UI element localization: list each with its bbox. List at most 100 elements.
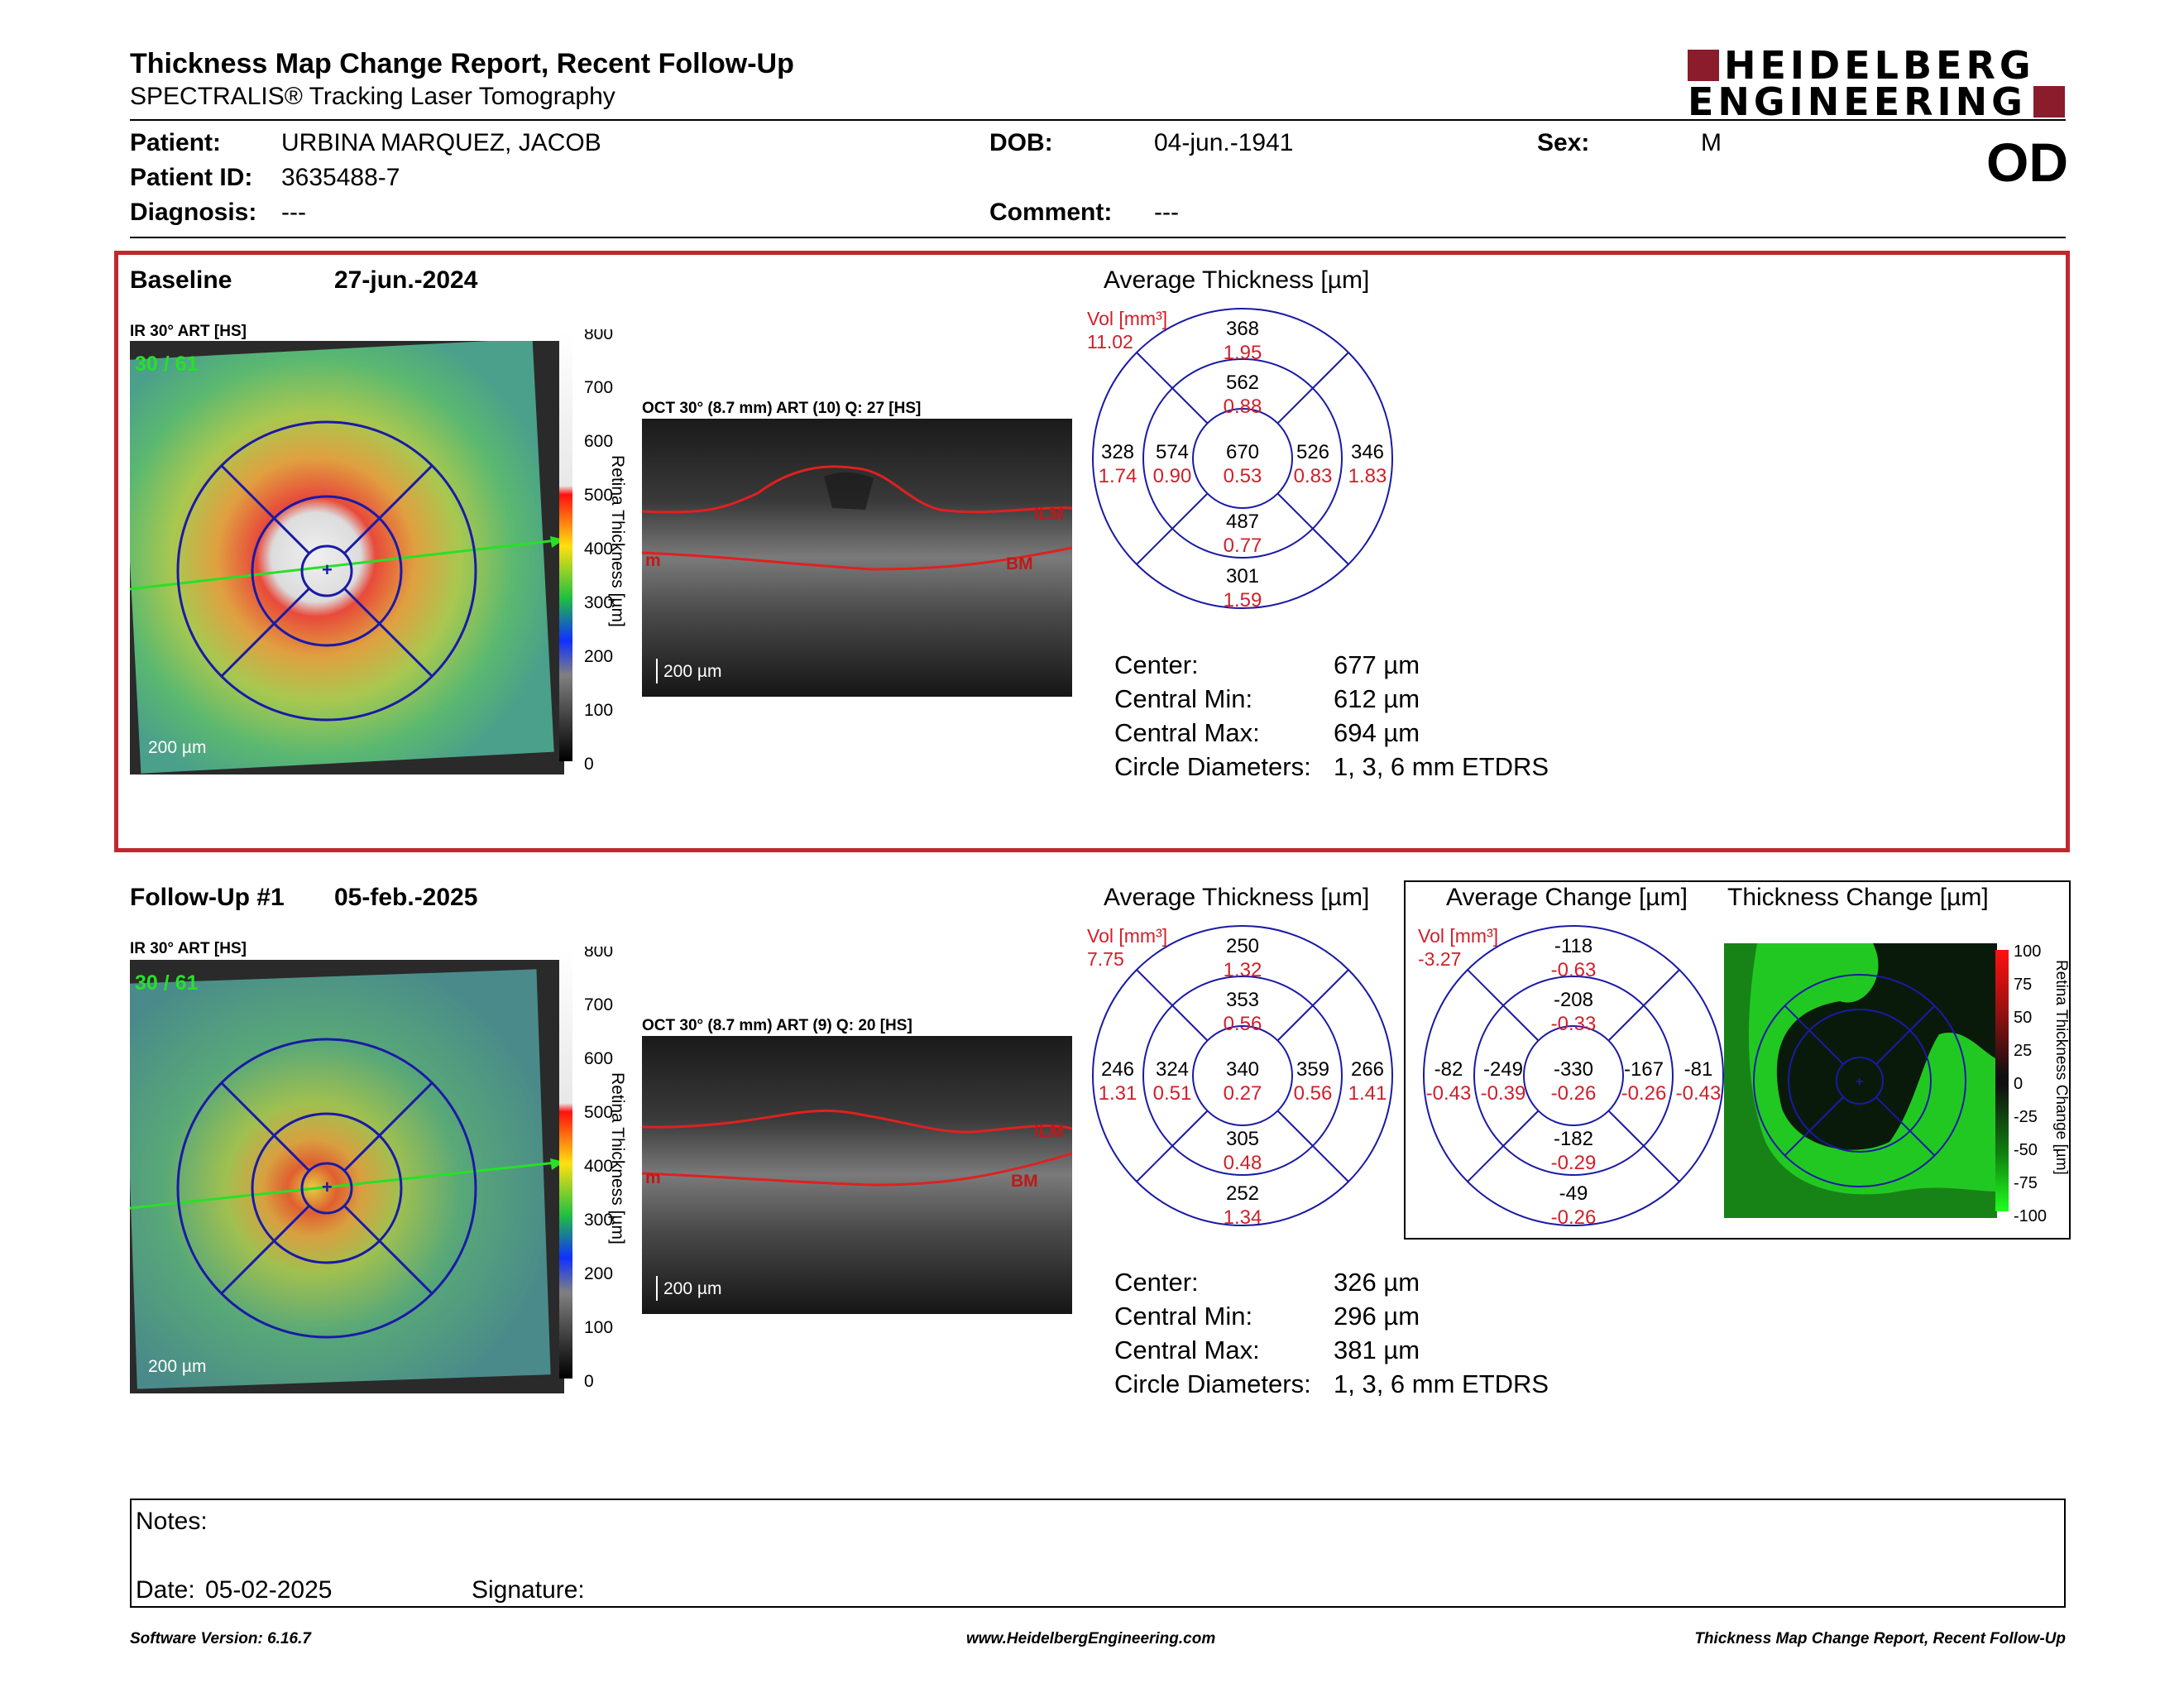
footer-website[interactable]: www.HeidelbergEngineering.com xyxy=(966,1630,1216,1647)
followup-ir-label: IR 30° ART [HS] xyxy=(130,940,247,957)
svg-text:300: 300 xyxy=(584,1211,613,1230)
svg-text:574: 574 xyxy=(1156,441,1189,463)
svg-text:252: 252 xyxy=(1226,1182,1259,1205)
notes-date-label: Date: xyxy=(136,1576,195,1604)
svg-text:m: m xyxy=(645,551,661,570)
baseline-center-value: 677 µm xyxy=(1334,650,1420,679)
eye-label: OD xyxy=(1986,132,2068,193)
svg-text:-330: -330 xyxy=(1554,1058,1593,1081)
svg-text:266: 266 xyxy=(1351,1058,1384,1081)
report-title: Thickness Map Change Report, Recent Foll… xyxy=(130,48,794,79)
svg-text:0.51: 0.51 xyxy=(1153,1082,1192,1105)
svg-text:-0.33: -0.33 xyxy=(1551,1013,1597,1035)
followup-max-value: 381 µm xyxy=(1334,1336,1420,1364)
svg-text:25: 25 xyxy=(2014,1042,2032,1060)
followup-etdrs-grid: 250 1.32 353 0.56 340 0.27 305 0.48 252 … xyxy=(1092,925,1393,1229)
baseline-vol: 11.02 xyxy=(1087,331,1133,352)
baseline-ir-scale: 200 µm xyxy=(148,738,206,757)
svg-text:301: 301 xyxy=(1226,565,1259,587)
svg-text:-81: -81 xyxy=(1684,1058,1713,1081)
svg-text:526: 526 xyxy=(1296,441,1329,463)
svg-text:328: 328 xyxy=(1101,441,1134,463)
svg-text:Retina Thickness [µm]: Retina Thickness [µm] xyxy=(608,1072,627,1244)
svg-text:670: 670 xyxy=(1226,441,1259,463)
svg-text:-0.29: -0.29 xyxy=(1551,1152,1597,1174)
svg-text:562: 562 xyxy=(1226,372,1259,394)
svg-text:+: + xyxy=(322,1177,333,1197)
svg-text:368: 368 xyxy=(1226,318,1259,340)
svg-text:-25: -25 xyxy=(2014,1108,2038,1126)
svg-text:-249: -249 xyxy=(1483,1058,1523,1081)
svg-text:-49: -49 xyxy=(1559,1182,1588,1205)
thickness-change-title: Thickness Change [µm] xyxy=(1727,884,1989,911)
svg-text:305: 305 xyxy=(1226,1128,1259,1150)
baseline-max-value: 694 µm xyxy=(1334,718,1420,747)
svg-text:50: 50 xyxy=(2014,1009,2032,1027)
followup-ir-counter: 30 / 61 xyxy=(135,971,199,995)
followup-avg-title: Average Thickness [µm] xyxy=(1104,884,1370,911)
svg-text:0.53: 0.53 xyxy=(1224,465,1262,487)
svg-text:-208: -208 xyxy=(1554,989,1593,1011)
baseline-section xyxy=(114,251,2070,852)
change-title: Average Change [µm] xyxy=(1446,884,1688,911)
followup-thickness-colorbar: 800 700 600 500 400 300 200 100 0 Retina… xyxy=(559,947,627,1391)
svg-text:+: + xyxy=(1856,1075,1863,1089)
svg-text:Retina Thickness [µm]: Retina Thickness [µm] xyxy=(608,455,627,627)
signature-label: Signature: xyxy=(472,1576,585,1604)
footer-report: Thickness Map Change Report, Recent Foll… xyxy=(1694,1630,2066,1647)
baseline-date: 27-jun.-2024 xyxy=(334,266,478,294)
svg-text:-0.43: -0.43 xyxy=(1426,1082,1472,1105)
patient-name: URBINA MARQUEZ, JACOB xyxy=(281,129,601,156)
svg-text:ILM: ILM xyxy=(1034,1122,1064,1141)
baseline-label: Baseline xyxy=(130,266,232,294)
svg-text:1.95: 1.95 xyxy=(1224,342,1262,364)
svg-text:-182: -182 xyxy=(1554,1128,1593,1150)
baseline-ir-counter: 30 / 61 xyxy=(135,352,199,376)
followup-thickness-map: 30 / 61 200 µm + xyxy=(130,960,564,1393)
svg-text:Retina Thickness Change [µm]: Retina Thickness Change [µm] xyxy=(2052,960,2070,1175)
svg-text:324: 324 xyxy=(1156,1058,1189,1081)
svg-text:-0.63: -0.63 xyxy=(1551,959,1597,981)
svg-text:-100: -100 xyxy=(2014,1207,2047,1225)
patient-id: 3635488-7 xyxy=(281,164,400,191)
svg-text:100: 100 xyxy=(584,701,613,720)
followup-date: 05-feb.-2025 xyxy=(334,884,478,911)
followup-oct-scale: 200 µm xyxy=(663,1279,721,1298)
svg-text:100: 100 xyxy=(584,1318,613,1337)
change-vol: -3.27 xyxy=(1418,948,1462,970)
baseline-ir-label: IR 30° ART [HS] xyxy=(130,323,247,340)
sex-label: Sex: xyxy=(1537,129,1590,156)
svg-text:200: 200 xyxy=(584,1264,613,1283)
svg-text:0.56: 0.56 xyxy=(1224,1013,1262,1035)
svg-text:800: 800 xyxy=(584,329,613,343)
svg-text:-82: -82 xyxy=(1434,1058,1463,1081)
followup-vol-label: Vol [mm³] xyxy=(1087,925,1168,947)
followup-oct-scan: ILM BM m 200 µm xyxy=(642,1036,1072,1314)
svg-text:ILM: ILM xyxy=(1034,505,1064,524)
svg-text:400: 400 xyxy=(584,539,613,559)
svg-text:-50: -50 xyxy=(2014,1141,2038,1159)
followup-oct-label: OCT 30° (8.7 mm) ART (9) Q: 20 [HS] xyxy=(642,1017,912,1034)
followup-label: Follow-Up #1 xyxy=(130,884,285,911)
svg-text:1.34: 1.34 xyxy=(1224,1206,1262,1229)
svg-text:1.59: 1.59 xyxy=(1224,589,1262,611)
logo-line2: ENGINEERING xyxy=(1688,79,2027,124)
thickness-change-map: + xyxy=(1724,943,1997,1218)
followup-min-value: 296 µm xyxy=(1334,1302,1420,1331)
svg-text:0: 0 xyxy=(584,1372,594,1391)
baseline-min-value: 612 µm xyxy=(1334,684,1420,713)
svg-text:300: 300 xyxy=(584,593,613,612)
svg-text:487: 487 xyxy=(1226,511,1259,533)
svg-text:-118: -118 xyxy=(1554,935,1592,957)
report-subtitle: SPECTRALIS® Tracking Laser Tomography xyxy=(130,83,615,110)
svg-text:+: + xyxy=(322,559,333,580)
baseline-oct-scale: 200 µm xyxy=(663,662,721,681)
svg-text:-0.39: -0.39 xyxy=(1481,1082,1526,1105)
svg-text:246: 246 xyxy=(1101,1058,1134,1081)
baseline-etdrs-grid: 368 1.95 562 0.88 670 0.53 487 0.77 301 … xyxy=(1092,308,1393,611)
change-colorbar: 100 75 50 25 0 -25 -50 -75 -100 Retina T… xyxy=(1995,945,2070,1225)
svg-text:200: 200 xyxy=(584,647,613,666)
change-panel xyxy=(1404,880,2071,1240)
svg-text:0.88: 0.88 xyxy=(1224,396,1262,418)
notes-box[interactable] xyxy=(130,1499,2066,1608)
